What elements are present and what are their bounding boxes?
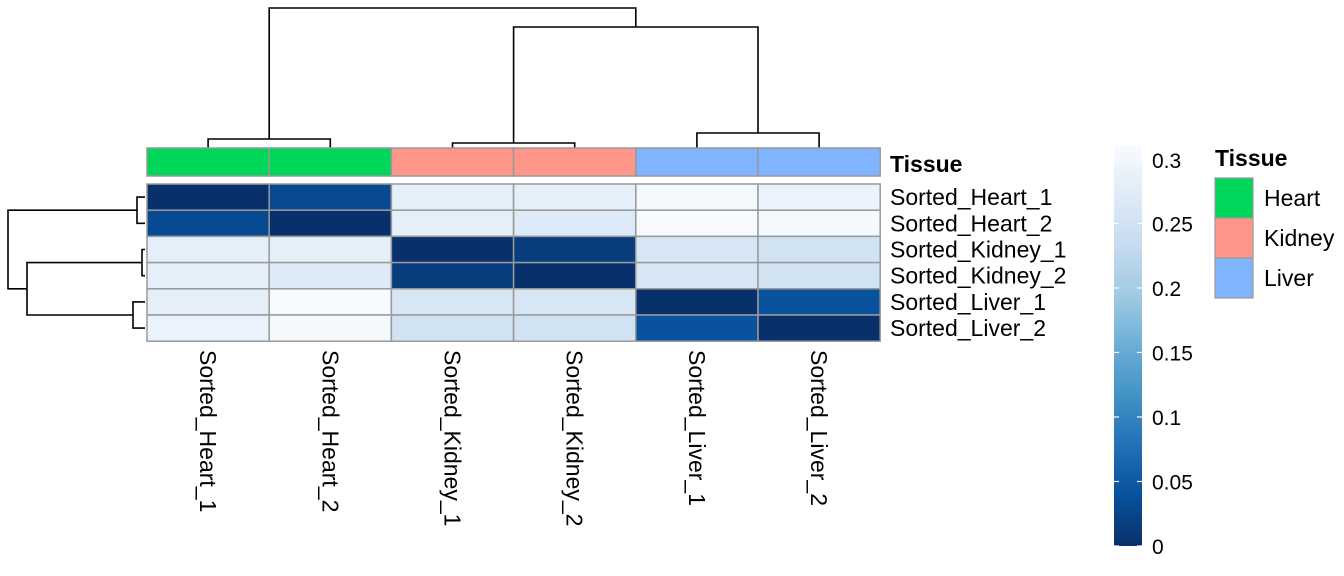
column-label-sorted-heart-2: Sorted_Heart_2 [317,350,343,512]
cell-sorted-heart-1-sorted-heart-2 [268,183,393,211]
row-dendrogram-branch-2 [132,301,145,329]
cell-sorted-kidney-1-sorted-liver-2 [757,235,881,264]
row-dendrogram-branch-4 [7,209,137,290]
cell-sorted-heart-2-sorted-liver-2 [757,209,881,238]
cell-sorted-heart-1-sorted-heart-1 [146,183,270,211]
color-scale-legend: 0 0.05 0.1 0.15 0.2 0.25 0.3 [1114,146,1193,559]
row-dendrogram-branch-1 [141,248,145,277]
annotation-cell-sorted-liver-1 [635,147,759,177]
tissue-legend-title: Tissue [1215,145,1287,171]
tissue-annotation-bar [146,147,881,177]
row-dendrogram [7,196,145,329]
cell-sorted-kidney-2-sorted-liver-1 [635,261,759,290]
cell-sorted-kidney-2-sorted-heart-1 [146,261,270,290]
cell-sorted-liver-2-sorted-liver-2 [757,314,881,342]
cell-sorted-heart-1-sorted-kidney-2 [512,183,637,211]
column-labels: Sorted_Heart_1 Sorted_Heart_2 Sorted_Kidne… [195,350,832,526]
legend-label-heart: Heart [1264,185,1321,211]
column-dendrogram [207,7,820,148]
cell-sorted-liver-1-sorted-heart-1 [146,288,270,316]
legend-label-liver: Liver [1264,265,1314,291]
color-scale-ticks: 0 0.05 0.1 0.15 0.2 0.25 0.3 [1114,150,1193,559]
cell-sorted-kidney-1-sorted-liver-1 [635,235,759,264]
column-dendrogram-branch-0 [207,138,332,148]
cell-sorted-kidney-1-sorted-kidney-1 [390,235,515,264]
column-dendrogram-branch-3 [512,26,759,143]
cell-sorted-liver-2-sorted-liver-1 [635,314,759,342]
legend-label-kidney: Kidney [1264,225,1335,251]
cell-sorted-kidney-2-sorted-heart-2 [268,261,393,290]
cell-sorted-liver-1-sorted-heart-2 [268,288,393,316]
cell-sorted-kidney-1-sorted-kidney-2 [512,235,637,264]
annotation-cell-sorted-heart-2 [268,147,393,177]
row-label-sorted-heart-2: Sorted_Heart_2 [890,210,1052,236]
column-dendrogram-branch-2 [696,132,820,148]
color-tick-label-3: 0.15 [1152,342,1193,365]
column-label-sorted-liver-2: Sorted_Liver_2 [806,350,832,506]
heatmap-cells [146,183,881,342]
cell-sorted-heart-1-sorted-liver-1 [635,183,759,211]
column-label-sorted-heart-1: Sorted_Heart_1 [195,350,221,512]
row-dendrogram-branch-0 [136,196,145,225]
cell-sorted-kidney-1-sorted-heart-1 [146,235,270,264]
cell-sorted-heart-2-sorted-heart-1 [146,209,270,238]
legend-swatch-liver [1214,257,1254,299]
row-dendrogram-branch-3 [26,261,142,316]
annotation-cell-sorted-kidney-2 [512,147,637,177]
cell-sorted-liver-2-sorted-heart-2 [268,314,393,342]
row-label-sorted-liver-1: Sorted_Liver_1 [890,289,1046,315]
cell-sorted-heart-2-sorted-kidney-1 [390,209,515,238]
cell-sorted-heart-2-sorted-liver-1 [635,209,759,238]
column-label-sorted-kidney-2: Sorted_Kidney_2 [562,350,588,526]
row-label-sorted-liver-2: Sorted_Liver_2 [890,315,1046,341]
tissue-legend: Tissue Heart Kidney Liver [1214,145,1335,299]
column-label-sorted-kidney-1: Sorted_Kidney_1 [440,350,466,526]
color-scale-bar [1114,146,1142,546]
row-label-sorted-heart-1: Sorted_Heart_1 [890,184,1052,210]
cell-sorted-liver-1-sorted-kidney-2 [512,288,637,316]
tissue-legend-items: Heart Kidney Liver [1214,177,1335,299]
cell-sorted-heart-2-sorted-kidney-2 [512,209,637,238]
column-dendrogram-branch-4 [268,7,637,139]
color-tick-label-1: 0.05 [1152,471,1193,494]
cell-sorted-kidney-2-sorted-kidney-2 [512,261,637,290]
color-tick-label-6: 0.3 [1152,150,1181,173]
annotation-cell-sorted-kidney-1 [390,147,515,177]
cell-sorted-liver-1-sorted-kidney-1 [390,288,515,316]
cell-sorted-liver-2-sorted-heart-1 [146,314,270,342]
cell-sorted-liver-1-sorted-liver-1 [635,288,759,316]
legend-swatch-kidney [1214,217,1254,259]
cell-sorted-liver-2-sorted-kidney-1 [390,314,515,342]
annotation-cell-sorted-heart-1 [146,147,270,177]
cell-sorted-kidney-2-sorted-liver-2 [757,261,881,290]
cell-sorted-liver-2-sorted-kidney-2 [512,314,637,342]
annotation-cell-sorted-liver-2 [757,147,881,177]
cell-sorted-kidney-1-sorted-heart-2 [268,235,393,264]
cell-sorted-heart-1-sorted-liver-2 [757,183,881,211]
row-label-sorted-kidney-2: Sorted_Kidney_2 [890,263,1066,289]
cell-sorted-kidney-2-sorted-kidney-1 [390,261,515,290]
color-tick-label-0: 0 [1152,536,1164,559]
row-labels: Sorted_Heart_1Sorted_Heart_2Sorted_Kidne… [890,184,1066,341]
color-tick-label-5: 0.25 [1152,213,1193,236]
cell-sorted-heart-1-sorted-kidney-1 [390,183,515,211]
color-tick-label-4: 0.2 [1152,278,1181,301]
cell-sorted-heart-2-sorted-heart-2 [268,209,393,238]
row-label-sorted-kidney-1: Sorted_Kidney_1 [890,237,1066,263]
legend-swatch-heart [1214,177,1254,219]
cell-sorted-liver-1-sorted-liver-2 [757,288,881,316]
column-label-sorted-liver-1: Sorted_Liver_1 [684,350,710,506]
color-tick-label-2: 0.1 [1152,407,1181,430]
annotation-label: Tissue [890,151,962,177]
